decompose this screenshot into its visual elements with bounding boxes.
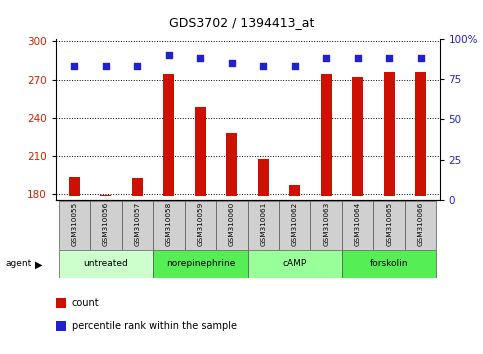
Bar — [153, 250, 248, 278]
Bar — [415, 72, 426, 196]
Text: forskolin: forskolin — [370, 259, 409, 268]
Bar — [342, 250, 436, 278]
Bar — [195, 107, 206, 196]
Bar — [289, 185, 300, 196]
Bar — [405, 201, 436, 250]
Bar — [248, 201, 279, 250]
Text: norepinephrine: norepinephrine — [166, 259, 235, 268]
Bar — [90, 201, 122, 250]
Text: GSM310059: GSM310059 — [198, 202, 203, 246]
Bar — [59, 201, 90, 250]
Text: GSM310057: GSM310057 — [134, 202, 141, 246]
Bar — [132, 178, 143, 196]
Point — [291, 63, 298, 69]
Bar — [321, 74, 332, 196]
Point — [71, 63, 78, 69]
Point — [102, 63, 110, 69]
Bar — [153, 201, 185, 250]
Point — [354, 56, 362, 61]
Text: GSM310065: GSM310065 — [386, 202, 392, 246]
Text: cAMP: cAMP — [283, 259, 307, 268]
Text: count: count — [72, 298, 99, 308]
Text: GSM310058: GSM310058 — [166, 202, 172, 246]
Point — [165, 52, 173, 58]
Bar — [373, 201, 405, 250]
Bar — [59, 250, 153, 278]
Text: GSM310056: GSM310056 — [103, 202, 109, 246]
Point — [322, 56, 330, 61]
Bar — [163, 74, 174, 196]
Text: GSM310064: GSM310064 — [355, 202, 361, 246]
Text: untreated: untreated — [84, 259, 128, 268]
Point — [228, 60, 236, 66]
Bar — [248, 250, 342, 278]
Point — [197, 56, 204, 61]
Bar — [258, 159, 269, 196]
Text: GSM310066: GSM310066 — [418, 202, 424, 246]
Text: GSM310062: GSM310062 — [292, 202, 298, 246]
Point — [385, 56, 393, 61]
Point — [417, 56, 425, 61]
Bar — [216, 201, 248, 250]
Text: GSM310061: GSM310061 — [260, 202, 266, 246]
Text: percentile rank within the sample: percentile rank within the sample — [72, 321, 237, 331]
Bar — [122, 201, 153, 250]
Bar — [100, 195, 112, 196]
Text: GSM310060: GSM310060 — [229, 202, 235, 246]
Bar — [342, 201, 373, 250]
Bar — [185, 201, 216, 250]
Point — [259, 63, 267, 69]
Bar — [227, 133, 237, 196]
Bar — [279, 201, 311, 250]
Bar — [69, 177, 80, 196]
Bar — [384, 72, 395, 196]
Text: ▶: ▶ — [35, 259, 43, 269]
Text: GDS3702 / 1394413_at: GDS3702 / 1394413_at — [169, 16, 314, 29]
Bar — [311, 201, 342, 250]
Point — [133, 63, 141, 69]
Text: GSM310063: GSM310063 — [323, 202, 329, 246]
Bar — [352, 77, 363, 196]
Text: agent: agent — [6, 259, 32, 268]
Text: GSM310055: GSM310055 — [71, 202, 77, 246]
